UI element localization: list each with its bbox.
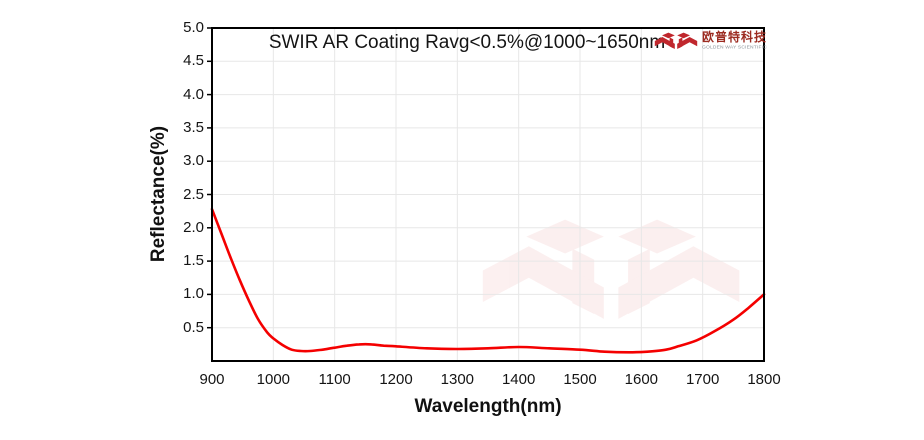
x-tick-label: 1000 (256, 371, 291, 388)
y-tick-label: 5.0 (183, 19, 204, 36)
company-name-cn: 欧普特科技 (702, 30, 768, 44)
x-tick-label: 1800 (747, 371, 781, 388)
x-tick-label: 900 (199, 371, 225, 388)
x-tick-label: 1200 (379, 371, 413, 388)
watermark-emblem (482, 219, 740, 319)
y-tick-label: 3.0 (183, 152, 204, 170)
y-tick-label: 3.5 (183, 118, 204, 136)
chart-title: SWIR AR Coating Ravg<0.5%@1000~1650nm (268, 32, 666, 53)
y-tick-label: 2.5 (183, 185, 204, 203)
y-tick-label: 2.0 (183, 218, 204, 236)
y-tick-label: 1.5 (183, 252, 204, 270)
company-name-en: GOLDEN WAY SCIENTIFIC (702, 44, 767, 50)
y-tick-label: 4.0 (183, 85, 204, 103)
x-tick-label: 1500 (563, 371, 597, 388)
x-tick-label: 1700 (685, 371, 720, 388)
y-tick-label: 0.5 (183, 318, 204, 336)
x-tick-label: 1600 (624, 371, 659, 388)
y-tick-label: 1.0 (183, 285, 204, 303)
x-tick-label: 1100 (318, 371, 351, 388)
reflectance-curve (210, 207, 766, 354)
company-logo: 欧普特科技 GOLDEN WAY SCIENTIFIC (654, 30, 781, 55)
company-emblem-icon (654, 32, 698, 49)
company-logo-text: 欧普特科技 GOLDEN WAY SCIENTIFIC (702, 30, 781, 51)
x-tick-label: 1400 (501, 371, 536, 388)
x-axis-title: Wavelength(nm) (414, 396, 562, 417)
y-tick-label: 4.5 (183, 52, 204, 70)
x-tick-label: 1300 (440, 371, 475, 388)
